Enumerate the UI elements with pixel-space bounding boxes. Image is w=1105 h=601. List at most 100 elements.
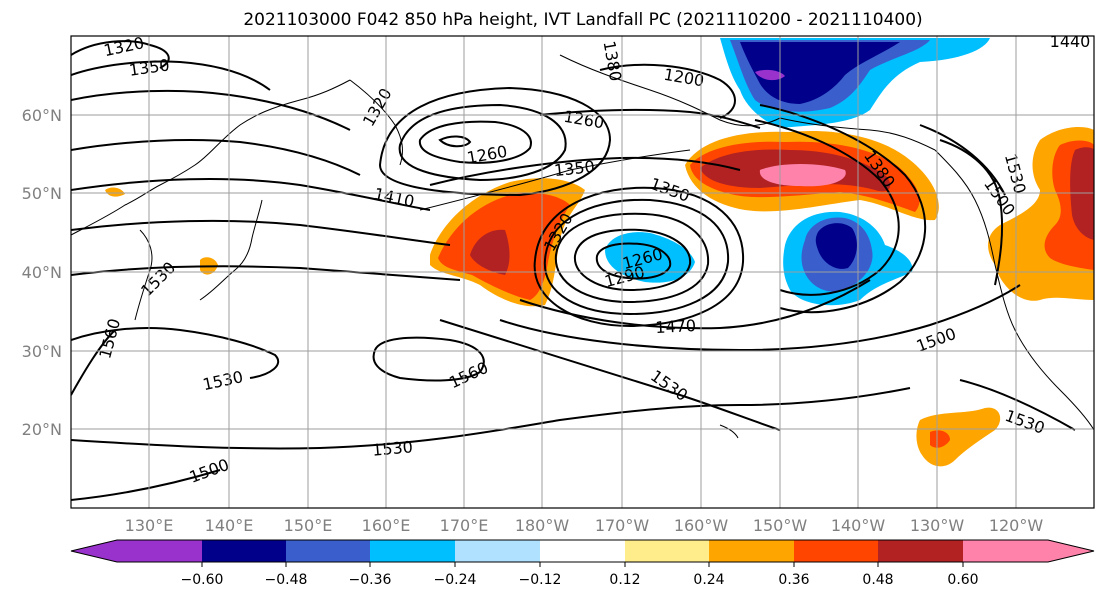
contour-1260-low-inner [438,135,472,148]
contour-1500-sw [71,469,221,501]
contour-1260-n [539,108,761,129]
colorbar: −0.60 −0.48 −0.36 −0.24 −0.12 0.12 0.24 … [70,539,1095,588]
contour-1560-w [71,329,116,396]
colorbar-tick-label: 0.12 [609,572,640,588]
colorbar-swatch-0 [71,540,202,562]
gridlines [71,36,1094,508]
lat-label: 20°N [22,420,62,439]
contour-label: 1320 [102,33,146,60]
contour-cutoff-ring-4 [543,198,730,316]
contour-label: 1530 [371,437,413,459]
coast-alaska-south [779,117,936,151]
contour-1500-ne [919,124,1006,196]
contour-1350-nw [71,60,271,91]
colorbar-swatch-6 [625,540,710,562]
lon-label: 160°W [674,516,729,535]
ivt-pos-se-outer [916,407,1001,467]
colorbar-tick-label: −0.60 [181,572,224,588]
ivt-pos-central-inner [470,229,510,275]
lat-label: 30°N [22,342,62,361]
coast-na-west [934,149,1094,431]
lon-label: 150°W [753,516,808,535]
colorbar-swatch-5 [540,540,626,562]
lon-label: 130°W [910,516,965,535]
coast-kamchatka [349,79,403,166]
coast-hawaii [719,424,739,439]
colorbar-swatch-10 [963,540,1094,562]
ivt-neg-north-core [755,69,785,81]
ivt-pos-gulf-core [759,164,846,187]
colorbar-tick-label: 0.36 [778,572,809,588]
colorbar-swatch-4 [455,540,541,562]
contour-1530-s [71,387,911,450]
lat-label: 50°N [22,184,62,203]
map-area: 1320 1350 1320 1380 1200 1260 1260 1350 … [71,32,1094,508]
contour-1560-blob [372,336,485,382]
lon-label: 160°E [362,516,411,535]
contour-1410 [71,178,431,211]
coast-asia [71,79,351,236]
contour-west-1 [71,89,351,131]
map-title: 2021103000 F042 850 hPa height, IVT Land… [243,10,922,30]
contour-label: 1530 [647,366,691,405]
map-frame [70,35,1095,509]
ivt-pos-blob-asia [105,187,125,197]
colorbar-swatch-2 [286,540,371,562]
colorbar-tick-label: −0.36 [349,572,392,588]
contour-cutoff-ring-3 [554,212,710,304]
contour-label: 1530 [137,258,179,300]
contour-label: 1290 [602,262,646,291]
contour-label: 1440 [1050,32,1091,51]
lat-label: 40°N [22,263,62,282]
colorbar-tick-label: 0.60 [947,572,978,588]
coast-korea [134,229,153,321]
contour-west-4 [71,265,461,281]
contour-label: 1260 [465,142,508,168]
contour-label: 1500 [187,455,232,487]
colorbar-outline [70,539,1095,563]
colorbar-tick-label: 0.24 [693,572,724,588]
lon-label: 180°W [515,516,570,535]
contour-west-3 [71,219,451,246]
lon-label: 170°W [595,516,650,535]
lon-label: 150°E [284,516,333,535]
coast-alaska [559,54,781,127]
colorbar-swatch-8 [794,540,879,562]
contour-ne-2 [759,104,926,314]
contour-1530-ne [939,139,1004,286]
colorbar-swatch-1 [202,540,287,562]
contour-1260-low [418,120,532,164]
colorbar-tick-label: 0.48 [862,572,893,588]
contour-1350-ring [533,186,745,328]
lon-label: 140°E [205,516,254,535]
contour-label: 1380 [600,39,626,82]
colorbar-tick-label: −0.12 [519,572,562,588]
contour-west-2 [71,139,361,176]
contour-cutoff-ring-2 [573,228,692,292]
longitude-labels: 130°E 140°E 150°E 160°E 170°E 180°W 170°… [125,516,1044,535]
contour-1290-ring [398,103,567,182]
contour-1530-e [959,379,1076,431]
ivt-neg-low-outer [605,232,695,283]
contour-label: 1350 [553,157,595,180]
contour-1320-nw [71,40,170,69]
lon-label: 140°W [831,516,886,535]
lon-label: 120°W [989,516,1044,535]
lon-label: 170°E [440,516,489,535]
contour-label: 1560 [446,358,491,392]
contour-1500 [499,284,1021,352]
contour-1350-n [429,156,741,186]
colorbar-tick-label: −0.24 [434,572,477,588]
contour-1530-mid [439,319,781,431]
contour-1470 [519,279,871,330]
coastlines [71,54,1094,439]
lon-label: 130°E [125,516,174,535]
latitude-labels: 60°N 50°N 40°N 30°N 20°N [22,106,62,439]
contour-label: 1200 [662,65,705,91]
colorbar-swatch-9 [878,540,964,562]
lat-label: 60°N [22,106,62,125]
coast-aleutians [419,149,691,211]
coast-japan [199,199,263,301]
ivt-neg-ne-inner [815,223,857,269]
height-contours [71,40,1076,501]
